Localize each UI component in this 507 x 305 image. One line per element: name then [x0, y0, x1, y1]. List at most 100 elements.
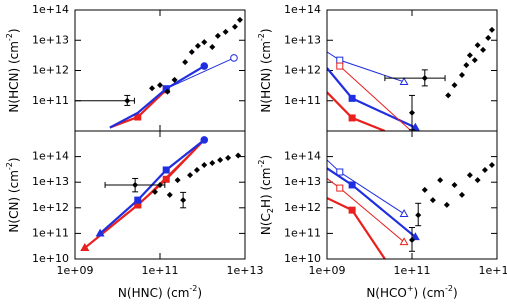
- label-part: +: [407, 284, 414, 293]
- x-axis-label: N(HCO+) (cm-2): [366, 284, 457, 300]
- plot-area: [327, 26, 495, 131]
- label-part: -2: [5, 162, 14, 170]
- marker-triangle: [80, 243, 90, 252]
- y-tick-label: 1e+12: [284, 201, 321, 214]
- observation: [157, 82, 163, 89]
- observation: [187, 172, 194, 179]
- marker-triangle: [399, 77, 409, 85]
- model-line: [166, 57, 235, 90]
- observation: [174, 177, 181, 184]
- y-tick-label: 1e+13: [284, 33, 321, 46]
- observation: [236, 16, 243, 23]
- x-tick-label: 1e+13: [479, 264, 507, 277]
- model-line: [327, 91, 386, 131]
- label-part: 2: [266, 208, 275, 213]
- y-axis-label: N(HCN) (cm-2): [257, 28, 273, 112]
- model-line: [327, 167, 417, 238]
- x-tick-label: 1e+09: [57, 264, 94, 277]
- label-part: N(HNC) (cm: [118, 286, 190, 300]
- label-part: ): [259, 155, 273, 160]
- observation: [194, 42, 201, 49]
- marker-square: [348, 94, 356, 102]
- plot-area: [327, 159, 495, 259]
- y-axis-label: N(C2H) (cm-2): [257, 155, 275, 235]
- label-part: H) (cm: [259, 168, 273, 209]
- label-part: ): [453, 286, 458, 300]
- observation: [451, 82, 458, 89]
- marker-square: [336, 184, 344, 192]
- marker-triangle: [399, 209, 409, 217]
- x-tick-label: 1e+09: [309, 264, 346, 277]
- marker-triangle: [410, 122, 420, 131]
- observation: [222, 28, 229, 35]
- y-tick-label: 1e+10: [32, 252, 69, 265]
- marker-square: [162, 175, 170, 183]
- marker-square: [336, 56, 344, 64]
- x-tick-label: 1e+11: [142, 264, 179, 277]
- marker-square: [348, 181, 356, 189]
- model-line: [84, 139, 206, 249]
- marker-triangle: [95, 228, 105, 237]
- label-part: ): [7, 157, 21, 162]
- model-line: [327, 67, 416, 129]
- label-part: -2: [257, 160, 266, 168]
- model-line: [339, 65, 411, 131]
- observation: [445, 92, 452, 99]
- observation: [124, 97, 131, 104]
- observation: [201, 39, 208, 46]
- observation: [188, 48, 195, 55]
- marker-square: [336, 168, 344, 176]
- label-part: -2: [5, 33, 14, 41]
- observation: [409, 237, 415, 244]
- label-part: ) (cm: [414, 286, 445, 300]
- marker-square: [134, 196, 142, 204]
- observation: [458, 191, 465, 198]
- observation: [451, 181, 458, 188]
- observation: [182, 59, 189, 66]
- y-tick-label: 1e+14: [32, 3, 69, 16]
- marker-triangle: [410, 232, 420, 241]
- observation: [471, 57, 478, 64]
- y-tick-label: 1e+11: [284, 94, 321, 107]
- observation: [488, 161, 495, 168]
- observation: [415, 212, 422, 219]
- observation: [201, 161, 208, 168]
- observation: [429, 197, 436, 204]
- label-part: N(HCN) (cm: [259, 41, 273, 113]
- observation: [488, 26, 495, 33]
- y-tick-label: 1e+12: [32, 201, 69, 214]
- observation: [480, 46, 487, 53]
- plot-area: [75, 16, 243, 129]
- plot-area: [80, 136, 242, 252]
- label-part: N(HCN) (cm: [7, 41, 21, 113]
- y-tick-label: 1e+12: [284, 64, 321, 77]
- label-part: N(C: [259, 213, 273, 235]
- x-axis-label: N(HNC) (cm-2): [118, 284, 202, 300]
- observation: [166, 191, 173, 198]
- model-line: [99, 139, 205, 235]
- observation: [443, 201, 450, 208]
- y-tick-label: 1e+10: [284, 252, 321, 265]
- frame: [326, 130, 498, 260]
- x-tick-label: 1e+11: [394, 264, 431, 277]
- y-tick-label: 1e+13: [32, 175, 69, 188]
- y-tick-label: 1e+11: [284, 226, 321, 239]
- observation: [217, 156, 224, 163]
- y-tick-label: 1e+13: [284, 175, 321, 188]
- observation: [209, 43, 216, 50]
- observation: [193, 166, 200, 173]
- observation: [466, 52, 473, 59]
- model-line: [109, 65, 205, 129]
- y-tick-label: 1e+12: [32, 64, 69, 77]
- label-part: ): [7, 28, 21, 33]
- label-part: ): [197, 286, 202, 300]
- y-tick-label: 1e+14: [284, 3, 321, 16]
- observation: [421, 75, 428, 82]
- label-part: -2: [189, 284, 197, 293]
- label-part: N(CN) (cm: [7, 170, 21, 232]
- observation: [231, 23, 238, 30]
- observation: [485, 34, 492, 41]
- y-tick-label: 1e+11: [32, 226, 69, 239]
- label-part: N(HCO: [366, 286, 407, 300]
